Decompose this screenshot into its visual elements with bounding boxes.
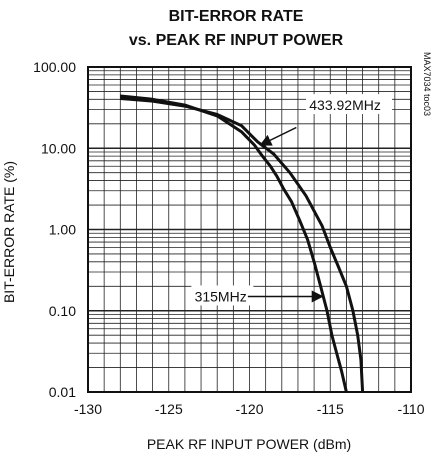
x-tick-label: -110 <box>398 401 425 417</box>
x-tick-label: -115 <box>317 401 344 417</box>
annotation-315-label: 315MHz <box>195 288 247 304</box>
annotations: 433.92MHz 315MHz <box>191 94 393 306</box>
x-tick-label: -120 <box>235 401 263 417</box>
figure-code: MAX7034 toc03 <box>422 52 432 116</box>
grid <box>88 67 411 392</box>
series-layer <box>120 94 365 393</box>
annotation-315-bg <box>191 285 254 306</box>
series-line-315mhz <box>120 94 348 393</box>
y-axis-label: BIT-ERROR RATE (%) <box>1 161 17 303</box>
tick-labels: -130 -125 -120 -115 -110 100.00 10.00 1.00 0.10 0… <box>33 59 425 417</box>
x-tick-label: -130 <box>74 401 102 417</box>
x-tick-label: -125 <box>155 401 183 417</box>
annotation-433-label: 433.92MHz <box>309 97 381 113</box>
series-line-433-92mhz <box>120 97 365 393</box>
y-tick-label: 0.01 <box>49 384 76 400</box>
annotation-433-bg <box>306 94 393 115</box>
annotation-433-arrow <box>259 126 297 146</box>
chart-title-line2: vs. PEAK RF INPUT POWER <box>129 32 344 49</box>
chart-title-line1: BIT-ERROR RATE <box>169 8 304 25</box>
figure-code-bg <box>418 70 430 114</box>
x-axis-label: PEAK RF INPUT POWER (dBm) <box>147 436 351 452</box>
y-tick-label: 100.00 <box>33 59 76 75</box>
plot-frame <box>87 66 412 393</box>
y-tick-label: 0.10 <box>49 303 76 319</box>
y-tick-label: 1.00 <box>49 222 76 238</box>
y-tick-label: 10.00 <box>41 140 76 156</box>
